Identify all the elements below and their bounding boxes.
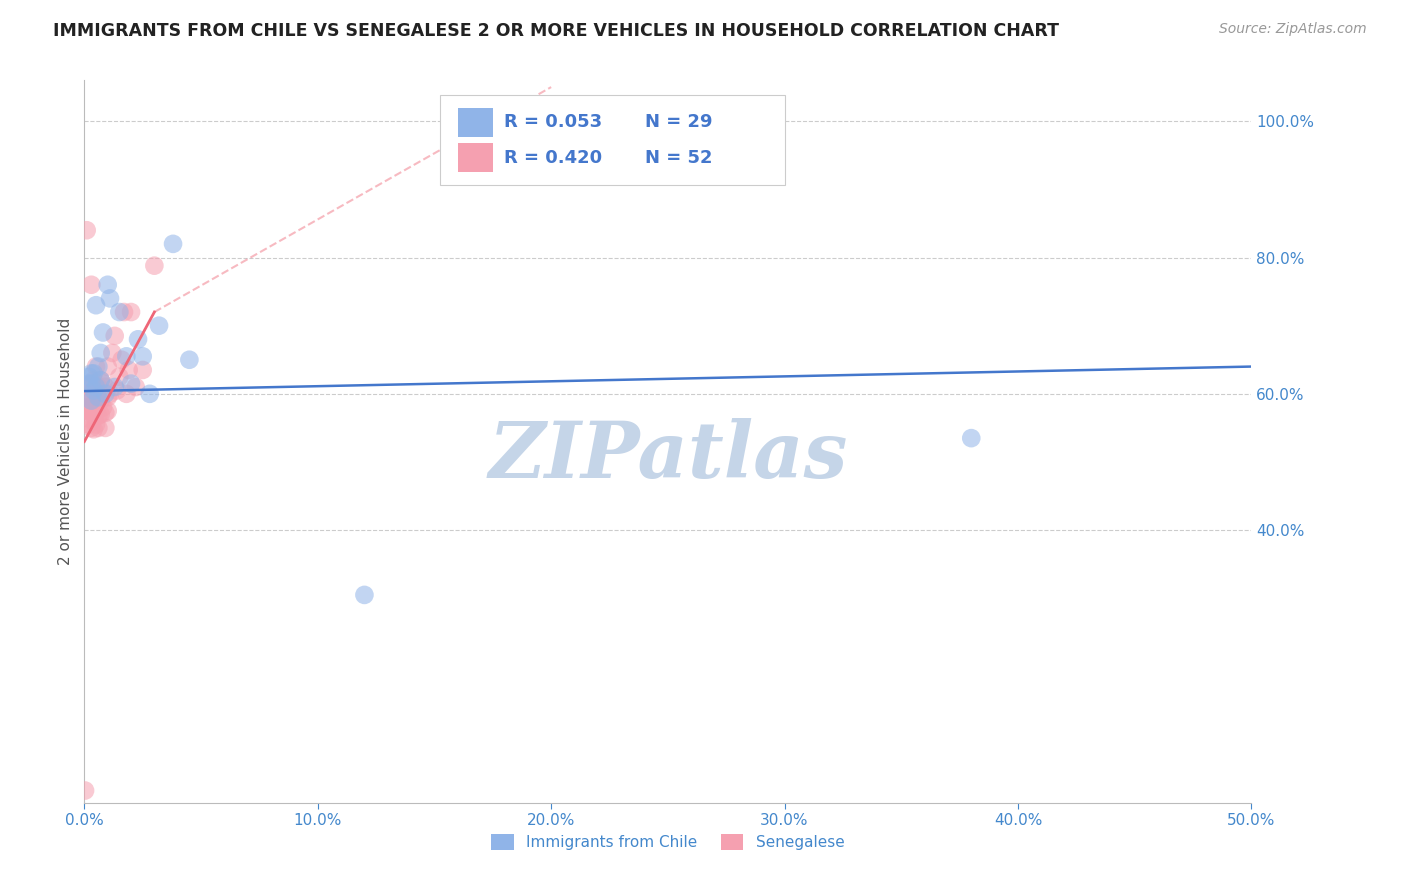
Point (84, 380, 107, 394)
Point (77, 369, 100, 384)
Point (120, 376, 142, 391)
Point (125, 380, 148, 394)
Point (77, 387, 100, 401)
Point (76, 404, 98, 418)
Text: IMMIGRANTS FROM CHILE VS SENEGALESE 2 OR MORE VEHICLES IN HOUSEHOLD CORRELATION : IMMIGRANTS FROM CHILE VS SENEGALESE 2 OR… (53, 22, 1060, 40)
Point (84, 359, 107, 374)
Point (87, 380, 110, 394)
Point (77, 376, 100, 391)
Point (162, 236, 184, 251)
Point (108, 305, 131, 319)
Point (80, 390, 103, 404)
Point (97, 277, 120, 292)
Legend: Immigrants from Chile, Senegalese: Immigrants from Chile, Senegalese (485, 829, 851, 856)
Point (87, 390, 110, 404)
Point (94, 421, 117, 435)
Point (111, 352, 134, 367)
Point (98, 292, 121, 306)
Point (101, 346, 124, 360)
Point (76, 223, 98, 237)
Point (84, 393, 107, 408)
Point (112, 305, 135, 319)
Point (118, 363, 141, 377)
Point (73, 783, 96, 797)
Point (80, 277, 103, 292)
Point (90, 373, 112, 387)
Point (97, 404, 120, 418)
Y-axis label: 2 or more Vehicles in Household: 2 or more Vehicles in Household (58, 318, 73, 566)
Point (353, 588, 375, 602)
Point (82, 414, 104, 428)
Point (148, 318, 170, 333)
Point (84, 417, 107, 432)
FancyBboxPatch shape (440, 95, 785, 185)
Point (77, 404, 100, 418)
Point (115, 387, 138, 401)
Point (143, 259, 166, 273)
Point (91, 326, 114, 340)
Text: Source: ZipAtlas.com: Source: ZipAtlas.com (1219, 22, 1367, 37)
Point (108, 369, 131, 384)
Point (83, 409, 105, 423)
Point (76, 401, 98, 415)
Point (87, 359, 110, 374)
Point (104, 380, 127, 394)
Point (94, 387, 117, 401)
Point (83, 373, 105, 387)
Point (84, 380, 107, 394)
Point (90, 373, 112, 387)
Point (80, 421, 103, 435)
Point (90, 393, 112, 408)
Point (84, 406, 107, 420)
Point (87, 393, 110, 408)
Point (80, 376, 103, 391)
Bar (458, 108, 494, 136)
Point (115, 349, 138, 363)
Text: N = 52: N = 52 (644, 149, 711, 167)
Point (94, 406, 117, 420)
Text: N = 29: N = 29 (644, 113, 711, 131)
Point (179, 352, 201, 367)
Point (79, 401, 101, 415)
Point (98, 387, 121, 401)
Point (104, 329, 127, 343)
Text: ZIPatlas: ZIPatlas (488, 417, 848, 494)
Point (80, 376, 103, 391)
Point (87, 421, 110, 435)
Point (94, 380, 117, 394)
Point (76, 387, 98, 401)
Point (83, 422, 105, 436)
Point (127, 332, 149, 346)
Point (80, 367, 103, 381)
Point (105, 384, 128, 398)
Point (132, 349, 155, 363)
Point (80, 393, 103, 408)
Point (132, 363, 155, 377)
Point (87, 409, 110, 423)
Point (77, 417, 100, 432)
Point (138, 387, 160, 401)
Point (80, 404, 103, 418)
Point (960, 431, 983, 445)
Text: R = 0.420: R = 0.420 (505, 149, 603, 167)
Point (83, 384, 105, 398)
Point (91, 401, 114, 415)
Point (83, 390, 105, 404)
Point (90, 346, 112, 360)
Bar (458, 143, 494, 172)
Point (84, 298, 107, 312)
Point (97, 359, 120, 374)
Point (83, 367, 105, 381)
Point (91, 376, 114, 391)
Point (120, 305, 142, 319)
Text: R = 0.053: R = 0.053 (505, 113, 603, 131)
Point (90, 407, 112, 421)
Point (97, 390, 120, 404)
